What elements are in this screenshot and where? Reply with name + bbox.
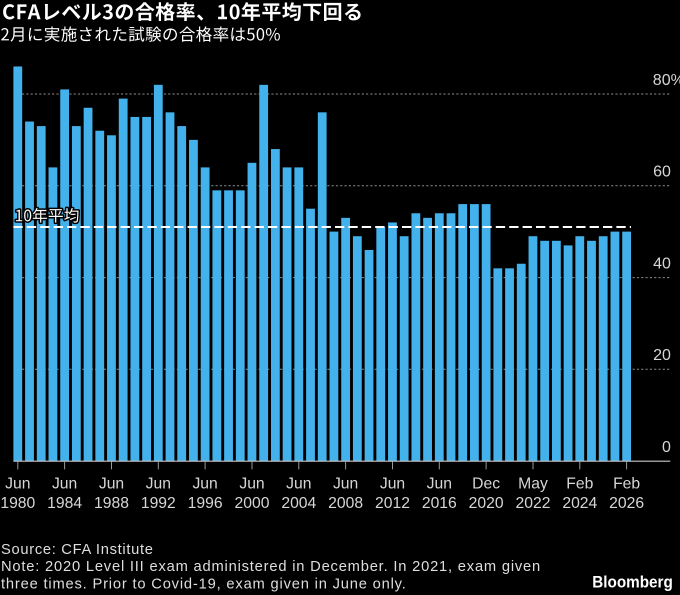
- svg-text:60: 60: [653, 164, 671, 181]
- svg-text:Jun: Jun: [5, 476, 30, 493]
- svg-text:80%: 80%: [653, 72, 680, 89]
- svg-text:Jun: Jun: [52, 476, 77, 493]
- svg-text:2004: 2004: [281, 495, 316, 512]
- svg-text:1988: 1988: [94, 495, 129, 512]
- svg-text:2008: 2008: [328, 495, 363, 512]
- svg-text:Source: CFA Institute: Source: CFA Institute: [1, 542, 154, 558]
- svg-text:three times. Prior to Covid-19: three times. Prior to Covid-19, exam giv…: [1, 576, 407, 592]
- svg-text:Dec: Dec: [472, 476, 500, 493]
- svg-text:Jun: Jun: [380, 476, 405, 493]
- svg-text:Note: 2020 Level III exam admi: Note: 2020 Level III exam administered i…: [1, 559, 541, 575]
- svg-text:2012: 2012: [375, 495, 410, 512]
- svg-text:Feb: Feb: [613, 476, 640, 493]
- svg-text:Feb: Feb: [566, 476, 593, 493]
- svg-text:2020: 2020: [469, 495, 504, 512]
- svg-text:Jun: Jun: [427, 476, 452, 493]
- svg-text:0: 0: [662, 439, 671, 456]
- svg-text:1984: 1984: [47, 495, 82, 512]
- svg-text:2026: 2026: [609, 495, 644, 512]
- svg-text:Bloomberg: Bloomberg: [592, 573, 673, 592]
- svg-text:1996: 1996: [188, 495, 223, 512]
- svg-text:Jun: Jun: [333, 476, 358, 493]
- svg-text:Jun: Jun: [192, 476, 217, 493]
- svg-text:1992: 1992: [141, 495, 176, 512]
- svg-text:2022: 2022: [516, 495, 551, 512]
- svg-text:Jun: Jun: [286, 476, 311, 493]
- svg-text:2024: 2024: [562, 495, 597, 512]
- svg-text:May: May: [518, 476, 548, 493]
- svg-text:Jun: Jun: [99, 476, 124, 493]
- svg-text:20: 20: [653, 347, 671, 364]
- svg-text:Jun: Jun: [146, 476, 171, 493]
- svg-text:1980: 1980: [0, 495, 35, 512]
- svg-text:2016: 2016: [422, 495, 457, 512]
- svg-text:2000: 2000: [235, 495, 270, 512]
- svg-text:Jun: Jun: [239, 476, 264, 493]
- svg-text:40: 40: [653, 255, 671, 272]
